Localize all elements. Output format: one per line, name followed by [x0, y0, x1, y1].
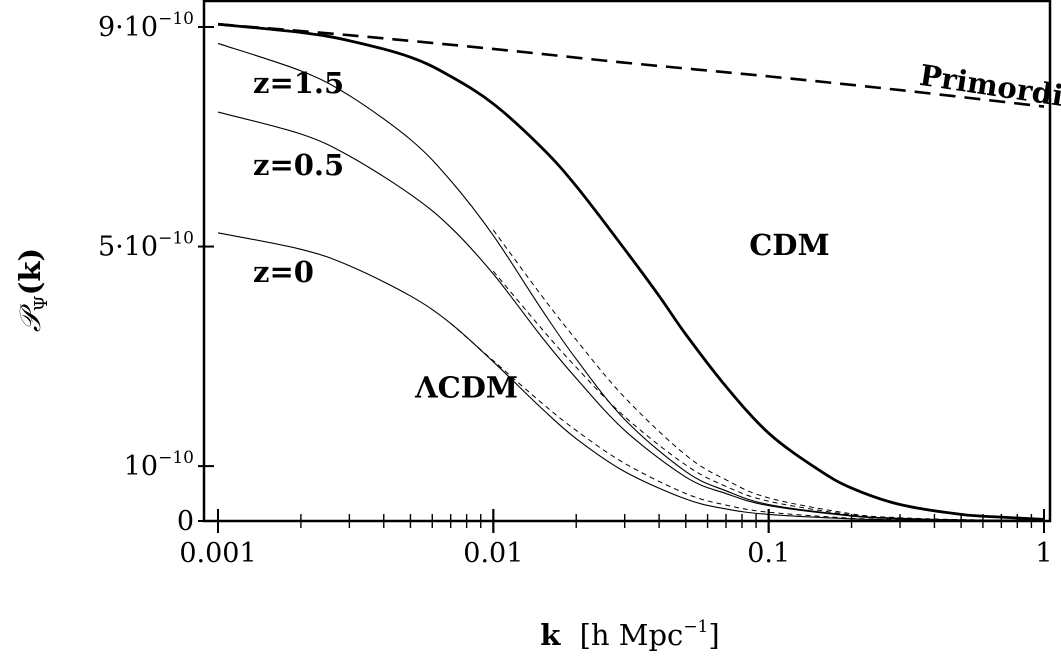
y-tick-label: 9·10−10 [98, 9, 194, 43]
ticks-layer: 0.001 0.01 0.1 1 0 10−10 5·10−10 9·10−10 [98, 9, 1053, 569]
x-tick-label: 0.001 [179, 538, 256, 569]
y-tick-label: 10−10 [124, 448, 194, 482]
x-tick-label: 1 [1035, 538, 1052, 569]
annotation-label: Primordial Spectrum [917, 58, 1061, 142]
x-axis-title: k [h Mpc−1] [540, 617, 719, 652]
plot-frame [202, 0, 1052, 523]
x-tick-label: 0.01 [463, 538, 523, 569]
series-line-6 [492, 229, 1045, 521]
series-line-8 [450, 323, 1045, 522]
annotation-layer: Primordial Spectrum CDM z=1.5 z=0.5 z=0 ΛCDM [253, 58, 1061, 405]
y-axis-title: 𝒫Ψ(k) [13, 248, 52, 332]
series-line-2 [217, 22, 1045, 521]
series-layer [217, 22, 1045, 522]
annotation-label: z=0.5 [253, 148, 344, 182]
x-tick-label: 0.1 [747, 538, 790, 569]
series-line-5 [217, 232, 1045, 522]
annotation-label: z=1.5 [253, 66, 344, 100]
series-line-4 [217, 111, 1045, 521]
series-line-3 [217, 42, 1045, 521]
annotation-label: CDM [749, 228, 829, 262]
series-line-7 [492, 270, 1045, 521]
annotation-label: z=0 [253, 255, 314, 289]
y-tick-label: 5·10−10 [98, 229, 194, 263]
y-tick-label: 0 [177, 506, 194, 537]
series-line-1 [217, 22, 1045, 108]
annotation-label: ΛCDM [414, 370, 518, 404]
